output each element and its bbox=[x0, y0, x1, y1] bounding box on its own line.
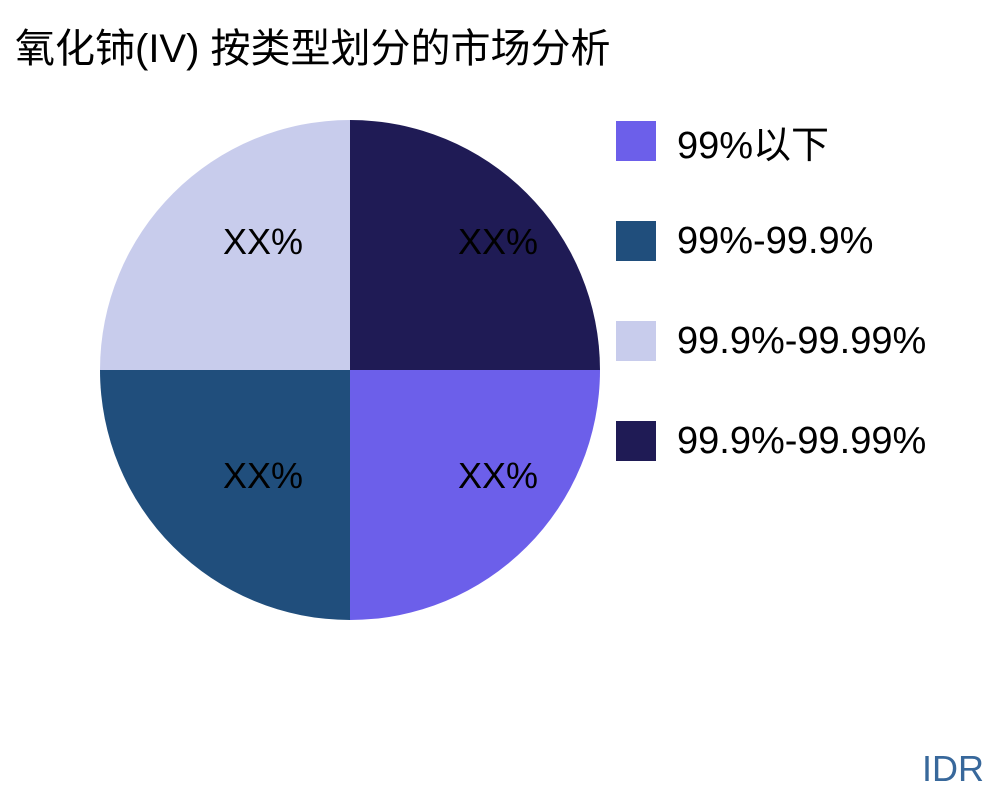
pie-chart: XX% XX% XX% XX% bbox=[100, 120, 600, 620]
legend-label: 99.9%-99.99% bbox=[677, 319, 927, 362]
legend-item: 99%-99.9% bbox=[616, 219, 874, 262]
legend-label: 99%-99.9% bbox=[677, 219, 874, 262]
legend-label: 99%以下 bbox=[677, 124, 830, 167]
legend-swatch bbox=[616, 121, 656, 161]
legend-item: 99%以下 bbox=[616, 121, 829, 167]
slice-label-bottom-left: XX% bbox=[222, 455, 304, 496]
slice-label-top-right: XX% bbox=[457, 221, 539, 262]
legend-swatch bbox=[616, 221, 656, 261]
legend-item: 99.9%-99.99% bbox=[616, 419, 927, 462]
legend-swatch bbox=[616, 421, 656, 461]
slice-label-bottom-right: XX% bbox=[457, 455, 539, 496]
watermark-text: IDR bbox=[922, 748, 984, 789]
slice-label-top-left: XX% bbox=[222, 221, 304, 262]
legend-item: 99.9%-99.99% bbox=[616, 319, 927, 362]
legend-label: 99.9%-99.99% bbox=[677, 419, 927, 462]
legend-swatch bbox=[616, 321, 656, 361]
chart-title: 氧化铈(IV) 按类型划分的市场分析 bbox=[15, 27, 611, 71]
